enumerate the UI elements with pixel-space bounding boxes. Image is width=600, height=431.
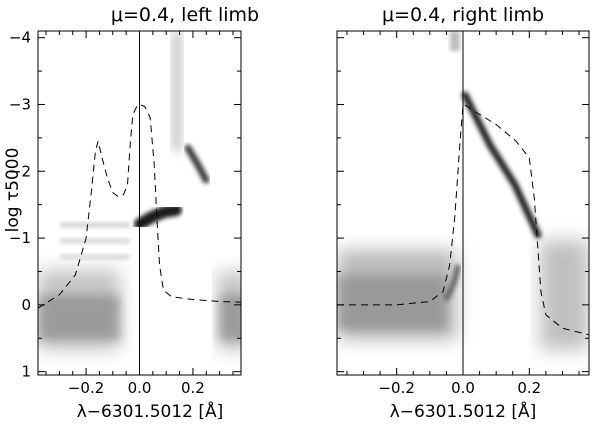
right-x-axis-label: λ−6301.5012 [Å] (390, 400, 537, 422)
left-x-tick-label: −0.2 (68, 379, 104, 397)
left-y-tick-label: −4 (9, 29, 31, 47)
left-panel: μ=0.4, left limb −0.2 0.0 0.2 −4 −3 −2 −1 0 1 (9, 4, 259, 397)
left-x-tick-label: 0.2 (181, 379, 205, 397)
left-panel-title: μ=0.4, left limb (111, 4, 259, 26)
right-panel-title: μ=0.4, right limb (382, 4, 544, 26)
left-dashed-curve-0 (37, 103, 242, 309)
left-x-tick-label: 0.0 (128, 379, 152, 397)
right-dashed-curve-0 (337, 103, 590, 336)
right-x-tick-label: 0.2 (517, 379, 541, 397)
left-y-tick-label: 1 (21, 363, 31, 381)
left-y-tick-label: −1 (9, 229, 31, 247)
left-y-tick-label: −2 (9, 162, 31, 180)
left-y-tick-label: 0 (21, 296, 31, 314)
right-x-tick-label: 0.0 (451, 379, 475, 397)
right-x-tick-label: −0.2 (378, 379, 414, 397)
y-axis-label: log τ5000 (3, 148, 23, 233)
right-panel: μ=0.4, right limb −0.2 0.0 0.2 (336, 4, 590, 397)
left-heatmap (38, 31, 241, 375)
left-y-tick-label: −3 (9, 95, 31, 113)
left-x-axis-label: λ−6301.5012 [Å] (77, 400, 224, 422)
